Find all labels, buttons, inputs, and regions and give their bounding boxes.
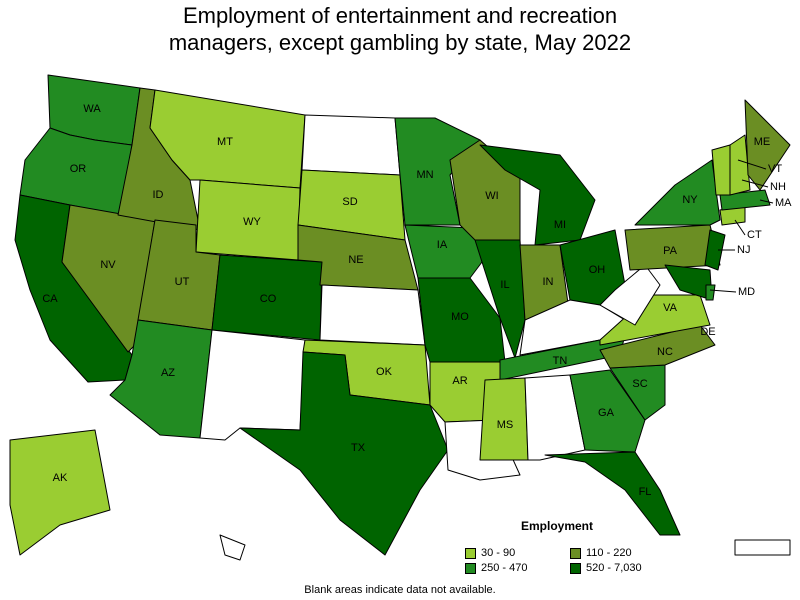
state-label-de: DE bbox=[700, 326, 715, 338]
state-label-nh: NH bbox=[770, 181, 786, 193]
title-line-2: managers, except gambling by state, May … bbox=[168, 30, 632, 55]
leader-line-ma bbox=[759, 199, 774, 204]
state-de bbox=[705, 284, 716, 301]
legend-swatch-1 bbox=[465, 547, 476, 559]
state-label-wy: WY bbox=[243, 216, 261, 228]
state-label-co: CO bbox=[260, 293, 277, 305]
state-ma bbox=[719, 189, 771, 211]
state-label-nj: NJ bbox=[737, 244, 750, 256]
state-label-mn: MN bbox=[416, 169, 433, 181]
leader-line-nh bbox=[741, 179, 769, 188]
state-pr bbox=[734, 539, 791, 556]
title-line-1: Employment of entertainment and recreati… bbox=[182, 3, 618, 28]
legend-swatch-3 bbox=[465, 562, 476, 574]
state-label-sc: SC bbox=[632, 378, 647, 390]
state-nm bbox=[199, 329, 306, 441]
state-label-pa: PA bbox=[663, 245, 678, 257]
state-label-va: VA bbox=[663, 302, 678, 314]
state-label-az: AZ bbox=[161, 367, 175, 379]
state-label-in: IN bbox=[543, 276, 554, 288]
state-label-id: ID bbox=[153, 189, 164, 201]
state-label-ia: IA bbox=[437, 239, 448, 251]
state-ne bbox=[297, 224, 419, 291]
state-label-mi: MI bbox=[554, 219, 566, 231]
legend-title: Employment bbox=[521, 519, 594, 533]
state-label-md: MD bbox=[738, 286, 755, 298]
state-label-ga: GA bbox=[598, 407, 615, 419]
legend-swatch-4 bbox=[570, 562, 581, 574]
leader-line-md bbox=[709, 289, 737, 293]
state-label-nv: NV bbox=[100, 259, 116, 271]
leader-line-vt bbox=[737, 159, 767, 170]
state-tx bbox=[239, 351, 449, 556]
footnote: Blank areas indicate data not available. bbox=[304, 584, 496, 596]
state-mn bbox=[394, 117, 481, 226]
state-pa bbox=[624, 224, 721, 271]
state-label-ms: MS bbox=[497, 419, 514, 431]
state-label-il: IL bbox=[500, 279, 509, 291]
state-label-wa: WA bbox=[83, 103, 101, 115]
state-nj bbox=[704, 229, 726, 271]
state-label-tx: TX bbox=[351, 442, 366, 454]
state-label-mt: MT bbox=[217, 136, 233, 148]
state-label-ak: AK bbox=[53, 472, 68, 484]
state-mi bbox=[479, 144, 596, 246]
map-title: Employment of entertainment and recreati… bbox=[0, 2, 800, 56]
legend-item-2: 110 - 220 bbox=[570, 547, 632, 559]
state-nd bbox=[301, 114, 401, 176]
legend-swatch-2 bbox=[570, 547, 581, 559]
state-label-fl: FL bbox=[639, 486, 652, 498]
state-label-ny: NY bbox=[682, 194, 698, 206]
state-fl bbox=[544, 451, 681, 536]
state-label-ct: CT bbox=[747, 229, 762, 241]
leader-line-ct bbox=[734, 219, 746, 236]
state-label-me: ME bbox=[754, 136, 771, 148]
state-ak bbox=[9, 429, 111, 556]
state-label-ne: NE bbox=[348, 254, 363, 266]
state-label-ut: UT bbox=[175, 276, 190, 288]
state-hi bbox=[219, 534, 246, 561]
state-nh bbox=[729, 134, 751, 196]
state-label-nc: NC bbox=[657, 346, 673, 358]
legend-item-3: 250 - 470 bbox=[465, 562, 527, 574]
state-label-ca: CA bbox=[42, 293, 58, 305]
state-label-or: OR bbox=[70, 163, 87, 175]
state-label-wi: WI bbox=[485, 190, 498, 202]
legend-item-4: 520 - 7,030 bbox=[570, 562, 642, 574]
state-label-sd: SD bbox=[342, 196, 357, 208]
legend-item-1: 30 - 90 bbox=[465, 547, 515, 559]
state-label-ma: MA bbox=[775, 197, 792, 209]
state-label-oh: OH bbox=[589, 264, 606, 276]
state-ny bbox=[634, 159, 721, 226]
state-label-vt: VT bbox=[768, 163, 782, 175]
state-label-mo: MO bbox=[451, 311, 469, 323]
state-label-tn: TN bbox=[553, 355, 568, 367]
state-ga bbox=[569, 369, 646, 453]
state-me bbox=[744, 99, 791, 191]
state-label-ok: OK bbox=[376, 366, 393, 378]
state-label-ar: AR bbox=[452, 375, 467, 387]
state-ks bbox=[319, 284, 426, 346]
